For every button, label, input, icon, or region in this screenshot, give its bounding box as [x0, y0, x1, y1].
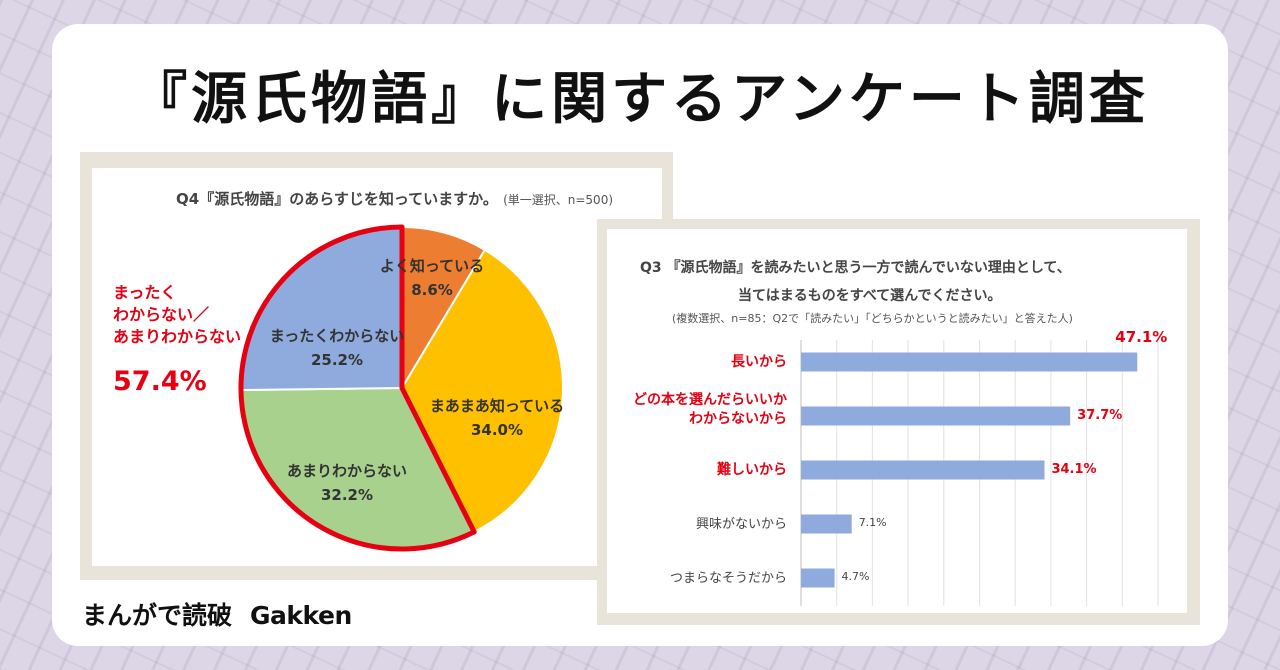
bar-category-line: どの本を選んだらいいか	[633, 392, 787, 408]
q4-title-text: Q4『源氏物語』のあらすじを知っていますか。	[176, 190, 498, 208]
pie-slice-value: 32.2%	[320, 486, 374, 504]
pie-slice-label: あまりわからない 32.2%	[277, 459, 417, 507]
q3-panel	[597, 219, 1200, 625]
q4-callout-value: 57.4%	[113, 366, 207, 397]
bar-category-label: 興味がないから	[622, 515, 787, 534]
q3-title: Q3 『源氏物語』を読みたいと思う一方で読んでいない理由として、 当てはまるもの…	[640, 254, 1160, 310]
bar-category-line: わからないから	[689, 411, 787, 427]
gakken-logo: Gakken	[250, 601, 352, 630]
q4-callout-line: あまりわからない	[113, 327, 242, 346]
pie-slice-value: 34.0%	[470, 421, 524, 439]
bar-value-label: 47.1%	[1115, 328, 1168, 346]
pie-slice-name: よく知っている	[379, 257, 485, 275]
pie-slice-label: よく知っている 8.6%	[362, 254, 502, 302]
manga-logo: まんがで読破	[82, 601, 233, 630]
q4-note: (単一選択、n=500)	[503, 193, 614, 207]
q4-callout-line: わからない／	[113, 305, 210, 324]
pie-slice-label: まったくわからない 25.2%	[267, 324, 407, 372]
q4-callout-line: まったく	[113, 283, 177, 302]
bar-value-label: 7.1%	[858, 516, 887, 529]
page-title: 『源氏物語』に関するアンケート調査	[131, 67, 1149, 132]
pie-slice-value: 25.2%	[310, 351, 364, 369]
bar-value-label: 4.7%	[841, 570, 870, 583]
pie-slice-name: あまりわからない	[286, 462, 407, 480]
pie-slice-name: まあまあ知っている	[429, 397, 565, 415]
bar-category-line: つまらなそうだから	[669, 570, 787, 586]
q3-note: (複数選択、n=85：Q2で「読みたい」「どちらかというと読みたい」と答えた人)	[672, 312, 1073, 325]
q3-title-line: 当てはまるものをすべて選んでください。	[738, 288, 1002, 304]
pie-slice-label: まあまあ知っている 34.0%	[427, 394, 567, 442]
bar-category-label: 長いから	[622, 353, 787, 372]
q4-callout: まったく わからない／ あまりわからない	[113, 282, 241, 348]
brand-logos: まんがで読破 Gakken	[82, 596, 352, 632]
bar-category-label: 難しいから	[622, 461, 787, 480]
pie-slice-name: まったくわからない	[269, 327, 405, 345]
q3-title-line: Q3 『源氏物語』を読みたいと思う一方で読んでいない理由として、	[640, 260, 1071, 276]
q4-title: Q4『源氏物語』のあらすじを知っていますか。 (単一選択、n=500)	[176, 188, 613, 209]
bar-category-line: 難しいから	[717, 461, 787, 478]
pie-slice-value: 8.6%	[411, 281, 453, 299]
bar-category-line: 長いから	[731, 353, 787, 370]
bar-value-label: 34.1%	[1051, 462, 1097, 477]
bar-category-label: どの本を選んだらいいかわからないから	[622, 391, 787, 429]
bar-category-line: 興味がないから	[695, 516, 787, 532]
bar-category-label: つまらなそうだから	[622, 569, 787, 588]
bar-value-label: 37.7%	[1077, 408, 1123, 423]
